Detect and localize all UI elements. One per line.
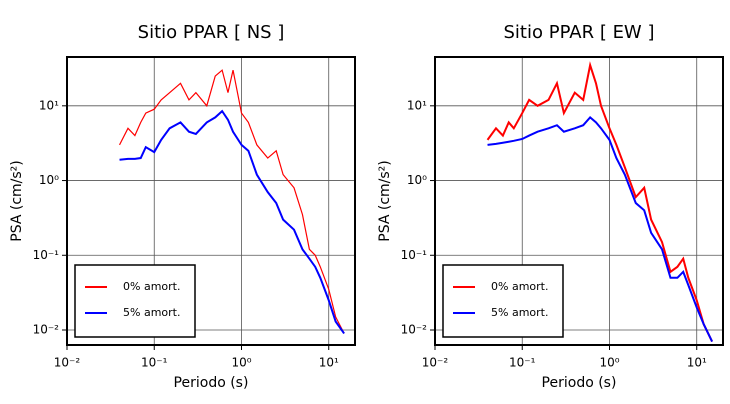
legend-label: 5% amort. — [123, 306, 180, 319]
legend-box — [442, 264, 564, 338]
series-line — [118, 69, 345, 334]
series-line — [486, 61, 714, 343]
x-tick-label: 10¹ — [687, 356, 707, 370]
x-tick-label: 10⁻² — [422, 356, 449, 370]
x-tick-label: 10⁰ — [231, 356, 251, 370]
y-axis-label: PSA (cm/s²) — [9, 160, 25, 242]
y-tick-label: 10⁻¹ — [33, 248, 60, 262]
plot-frame — [66, 56, 356, 346]
x-axis-label: Periodo (s) — [542, 375, 617, 391]
y-tick-label: 10¹ — [407, 98, 427, 112]
y-tick-label: 10⁰ — [407, 173, 427, 187]
y-tick-label: 10⁻² — [401, 323, 428, 337]
legend-label: 0% amort. — [123, 280, 180, 293]
panel: Sitio PPAR [ EW ] 10⁻² 10⁻¹ 10⁰ 10¹ 10⁻² 10⁻¹ 1… — [377, 22, 724, 391]
y-tick-label: 10¹ — [39, 98, 59, 112]
legend-label: 5% amort. — [491, 306, 548, 319]
chart-title: Sitio PPAR [ EW ] — [504, 22, 655, 43]
y-axis-label: PSA (cm/s²) — [377, 160, 393, 242]
x-tick-label: 10¹ — [319, 356, 339, 370]
x-tick-label: 10⁻¹ — [141, 356, 168, 370]
chart-title: Sitio PPAR [ NS ] — [138, 22, 285, 43]
y-tick-label: 10⁰ — [39, 173, 59, 187]
x-tick-label: 10⁻² — [54, 356, 81, 370]
y-tick-label: 10⁻¹ — [401, 248, 428, 262]
series-line — [119, 109, 345, 335]
y-tick-label: 10⁻² — [33, 323, 60, 337]
plot-frame — [434, 56, 724, 346]
x-axis-label: Periodo (s) — [174, 375, 249, 391]
legend-box — [74, 264, 196, 338]
x-tick-label: 10⁻¹ — [509, 356, 536, 370]
legend-label: 0% amort. — [491, 280, 548, 293]
series-line — [487, 115, 714, 343]
x-tick-label: 10⁰ — [599, 356, 619, 370]
panel: Sitio PPAR [ NS ] 10⁻² 10⁻¹ 10⁰ 10¹ 10⁻² 10⁻¹ 1… — [9, 22, 356, 391]
